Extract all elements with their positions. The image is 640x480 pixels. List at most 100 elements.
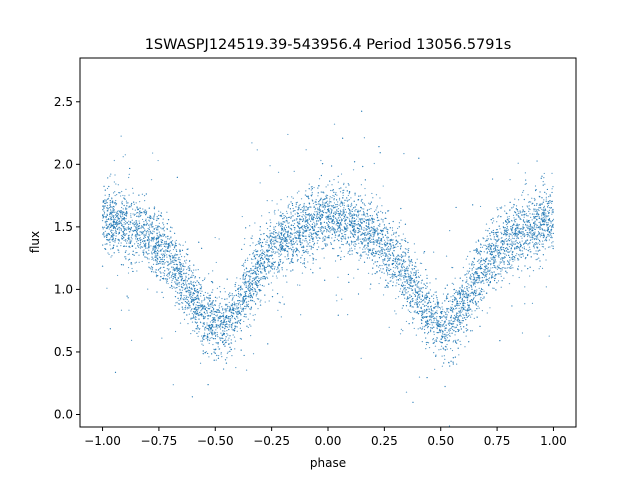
scatter-point [493, 264, 495, 266]
scatter-point [125, 218, 127, 220]
scatter-point [533, 227, 535, 229]
scatter-point [127, 272, 130, 274]
scatter-point [333, 230, 335, 232]
scatter-point [116, 210, 118, 213]
scatter-point [403, 281, 405, 283]
scatter-point [256, 291, 258, 293]
scatter-point [463, 314, 465, 317]
scatter-point [262, 276, 264, 278]
scatter-point [379, 240, 381, 242]
scatter-point [157, 247, 160, 249]
scatter-point [159, 271, 161, 273]
scatter-point [508, 233, 510, 235]
scatter-point [460, 289, 463, 292]
scatter-point [358, 213, 360, 215]
scatter-point [129, 246, 131, 248]
scatter-point [369, 226, 371, 228]
scatter-point [286, 258, 288, 260]
scatter-point [239, 337, 241, 340]
scatter-point [433, 251, 435, 253]
scatter-point [371, 220, 373, 222]
scatter-point [542, 240, 544, 242]
scatter-point [483, 276, 485, 278]
scatter-point [416, 258, 418, 260]
scatter-point [130, 204, 133, 207]
scatter-point [183, 312, 185, 314]
scatter-point [527, 194, 529, 196]
scatter-point [305, 227, 307, 230]
scatter-point [295, 232, 297, 234]
scatter-point [542, 216, 544, 219]
scatter-point [129, 205, 131, 207]
scatter-point [198, 299, 200, 301]
scatter-point [112, 222, 115, 224]
scatter-point [289, 235, 291, 237]
scatter-point [394, 271, 396, 274]
scatter-point [185, 272, 187, 275]
scatter-point [178, 258, 180, 260]
scatter-point [353, 244, 355, 246]
scatter-point [541, 245, 544, 248]
scatter-point [199, 306, 202, 308]
scatter-point [221, 324, 223, 326]
scatter-point [318, 236, 320, 239]
scatter-point [469, 316, 472, 318]
scatter-point [456, 339, 458, 341]
scatter-point [354, 243, 356, 245]
scatter-point [249, 324, 251, 326]
scatter-point [218, 238, 220, 240]
scatter-point [292, 210, 294, 212]
scatter-point [378, 237, 380, 239]
scatter-point [226, 307, 229, 309]
scatter-point [178, 243, 180, 245]
scatter-point [208, 298, 210, 300]
scatter-point [347, 314, 349, 316]
scatter-point [151, 258, 153, 261]
scatter-point [360, 227, 363, 229]
scatter-point [432, 310, 434, 312]
scatter-point [451, 310, 453, 312]
scatter-point [378, 282, 380, 285]
scatter-point [107, 252, 109, 254]
scatter-point [407, 291, 409, 293]
scatter-point [190, 296, 192, 299]
scatter-point [224, 330, 226, 332]
scatter-point [322, 227, 325, 229]
scatter-point [520, 235, 522, 237]
scatter-point [286, 269, 288, 271]
scatter-point [204, 329, 206, 331]
scatter-point [231, 299, 233, 301]
scatter-point [218, 305, 220, 307]
scatter-point [220, 332, 222, 334]
scatter-point [529, 243, 531, 245]
scatter-point [219, 328, 222, 330]
scatter-point [218, 310, 220, 312]
scatter-point [395, 264, 397, 266]
scatter-point [460, 308, 462, 310]
scatter-point [540, 213, 543, 215]
scatter-point [407, 280, 409, 282]
scatter-point [268, 211, 270, 214]
scatter-point [386, 266, 388, 268]
scatter-point [218, 355, 220, 357]
scatter-point [459, 310, 462, 312]
scatter-point [354, 248, 356, 250]
scatter-point [166, 260, 168, 263]
scatter-point [276, 277, 278, 279]
scatter-point [487, 248, 490, 250]
scatter-point [304, 215, 306, 217]
scatter-point [275, 275, 278, 277]
scatter-point [177, 282, 179, 284]
scatter-point [270, 247, 272, 249]
scatter-point [266, 259, 269, 261]
scatter-point [543, 211, 545, 213]
scatter-point [140, 226, 142, 229]
scatter-point [152, 152, 154, 154]
scatter-point [250, 308, 252, 311]
scatter-point [348, 218, 351, 220]
scatter-point [218, 311, 220, 313]
scatter-point [212, 326, 214, 328]
scatter-point [386, 274, 389, 276]
scatter-point [302, 214, 304, 216]
scatter-point [486, 273, 488, 275]
